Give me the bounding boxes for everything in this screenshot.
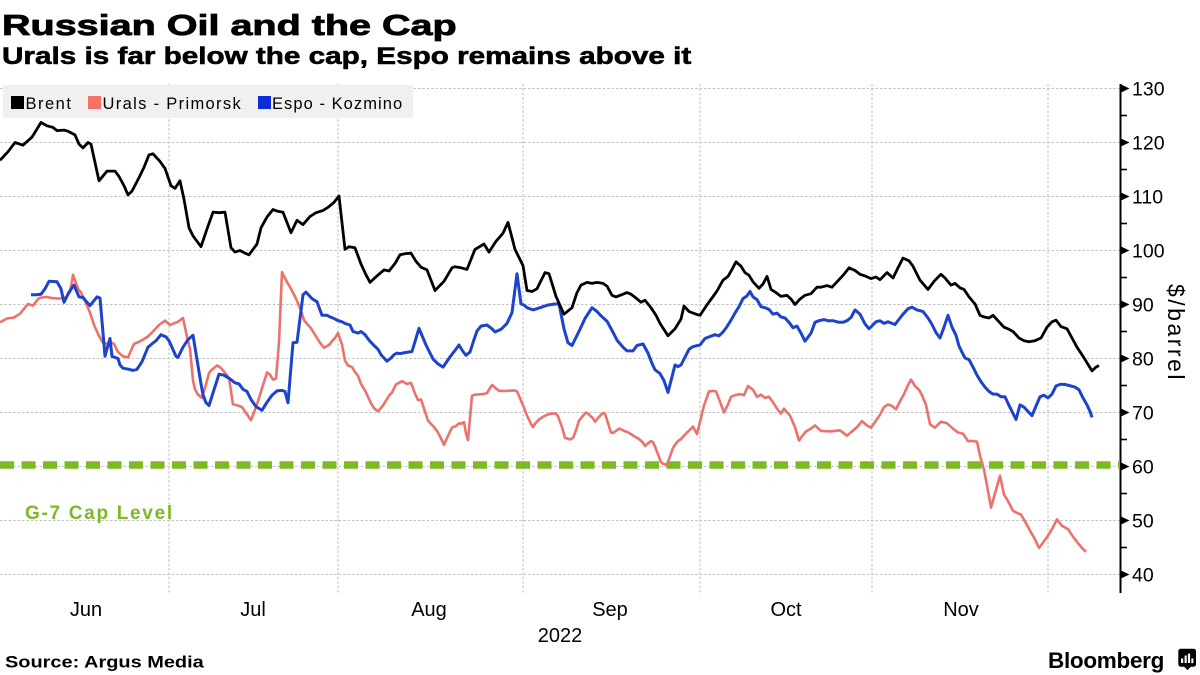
svg-text:G-7 Cap Level: G-7 Cap Level bbox=[25, 503, 174, 524]
svg-text:Urals - Primorsk: Urals - Primorsk bbox=[103, 95, 243, 113]
svg-text:50: 50 bbox=[1132, 511, 1154, 533]
svg-text:110: 110 bbox=[1132, 187, 1163, 209]
svg-text:Aug: Aug bbox=[411, 599, 447, 621]
svg-text:80: 80 bbox=[1132, 349, 1154, 371]
svg-text:90: 90 bbox=[1132, 295, 1154, 317]
svg-text:Nov: Nov bbox=[943, 599, 979, 621]
svg-text:60: 60 bbox=[1132, 457, 1154, 479]
svg-text:Brent: Brent bbox=[26, 95, 73, 113]
svg-text:40: 40 bbox=[1132, 565, 1154, 587]
svg-text:$/barrel: $/barrel bbox=[1163, 284, 1189, 382]
svg-text:120: 120 bbox=[1132, 133, 1165, 155]
svg-text:Jul: Jul bbox=[240, 599, 266, 621]
svg-text:Oct: Oct bbox=[770, 599, 802, 621]
svg-text:Source: Argus Media: Source: Argus Media bbox=[5, 652, 205, 671]
svg-text:100: 100 bbox=[1132, 241, 1165, 263]
svg-text:Sep: Sep bbox=[592, 599, 628, 621]
svg-text:2022: 2022 bbox=[538, 625, 583, 647]
svg-text:Espo - Kozmino: Espo - Kozmino bbox=[272, 95, 403, 113]
svg-text:130: 130 bbox=[1132, 79, 1165, 101]
svg-text:Bloomberg: Bloomberg bbox=[1048, 648, 1164, 673]
svg-text:70: 70 bbox=[1132, 403, 1154, 425]
svg-text:Jun: Jun bbox=[70, 599, 102, 621]
